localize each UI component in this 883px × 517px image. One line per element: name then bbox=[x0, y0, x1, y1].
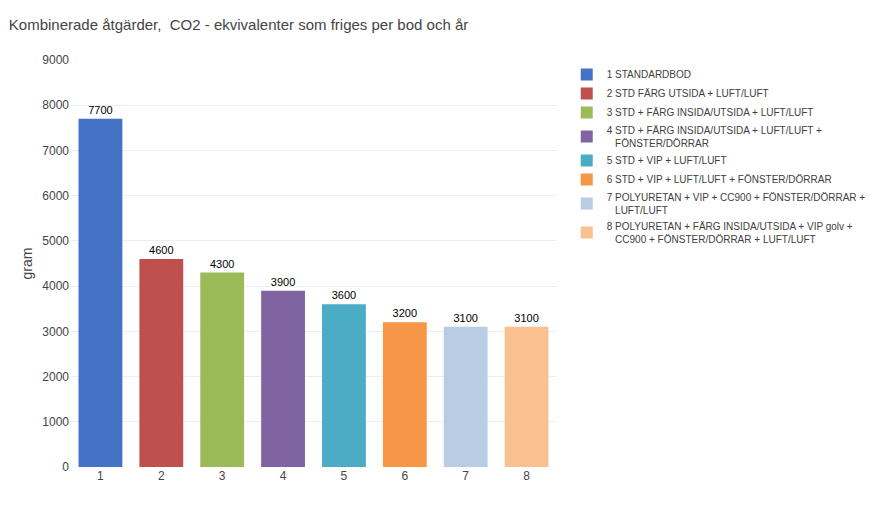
svg-text:8 POLYURETAN + FÄRG INSIDA/UTS: 8 POLYURETAN + FÄRG INSIDA/UTSIDA + VIP … bbox=[607, 221, 853, 245]
svg-text:1: 1 bbox=[97, 469, 104, 483]
svg-text:3600: 3600 bbox=[332, 289, 356, 301]
svg-text:3000: 3000 bbox=[42, 325, 69, 339]
svg-text:3: 3 bbox=[219, 469, 226, 483]
svg-text:0: 0 bbox=[62, 460, 69, 474]
svg-text:7000: 7000 bbox=[42, 144, 69, 158]
svg-text:2000: 2000 bbox=[42, 370, 69, 384]
svg-text:2 STD FÄRG UTSIDA + LUFT/LUFT: 2 STD FÄRG UTSIDA + LUFT/LUFT bbox=[607, 88, 769, 99]
svg-text:7: 7 bbox=[462, 469, 469, 483]
svg-text:9000: 9000 bbox=[42, 53, 69, 67]
svg-text:8000: 8000 bbox=[42, 98, 69, 112]
svg-text:3200: 3200 bbox=[393, 307, 417, 319]
svg-text:4000: 4000 bbox=[42, 279, 69, 293]
svg-text:1 STANDARDBOD: 1 STANDARDBOD bbox=[607, 69, 691, 80]
svg-text:7700: 7700 bbox=[88, 104, 112, 116]
svg-text:4 STD + FÄRG INSIDA/UTSIDA + L: 4 STD + FÄRG INSIDA/UTSIDA + LUFT/LUFT +… bbox=[607, 125, 822, 149]
svg-text:3100: 3100 bbox=[453, 312, 477, 324]
svg-text:1000: 1000 bbox=[42, 415, 69, 429]
svg-text:5 STD + VIP + LUFT/LUFT: 5 STD + VIP + LUFT/LUFT bbox=[607, 155, 727, 166]
svg-text:5000: 5000 bbox=[42, 234, 69, 248]
svg-text:3100: 3100 bbox=[514, 312, 538, 324]
svg-text:4300: 4300 bbox=[210, 258, 234, 270]
svg-text:6: 6 bbox=[401, 469, 408, 483]
svg-text:2: 2 bbox=[158, 469, 165, 483]
svg-text:7 POLYURETAN + VIP + CC900 + F: 7 POLYURETAN + VIP + CC900 + FÖNSTER/DÖR… bbox=[607, 192, 866, 216]
svg-text:5: 5 bbox=[341, 469, 348, 483]
svg-text:4600: 4600 bbox=[149, 244, 173, 256]
svg-text:6 STD + VIP + LUFT/LUFT + FÖNS: 6 STD + VIP + LUFT/LUFT + FÖNSTER/DÖRRAR bbox=[607, 174, 832, 185]
svg-text:6000: 6000 bbox=[42, 189, 69, 203]
svg-text:Kombinerade åtgärder, CO2 - e: Kombinerade åtgärder, CO2 - ekvivalenter… bbox=[9, 16, 468, 33]
svg-text:8: 8 bbox=[523, 469, 530, 483]
svg-text:gram: gram bbox=[19, 248, 35, 280]
svg-text:3900: 3900 bbox=[271, 276, 295, 288]
svg-text:3 STD + FÄRG INSIDA/UTSIDA + L: 3 STD + FÄRG INSIDA/UTSIDA + LUFT/LUFT bbox=[607, 107, 814, 118]
svg-text:4: 4 bbox=[280, 469, 287, 483]
